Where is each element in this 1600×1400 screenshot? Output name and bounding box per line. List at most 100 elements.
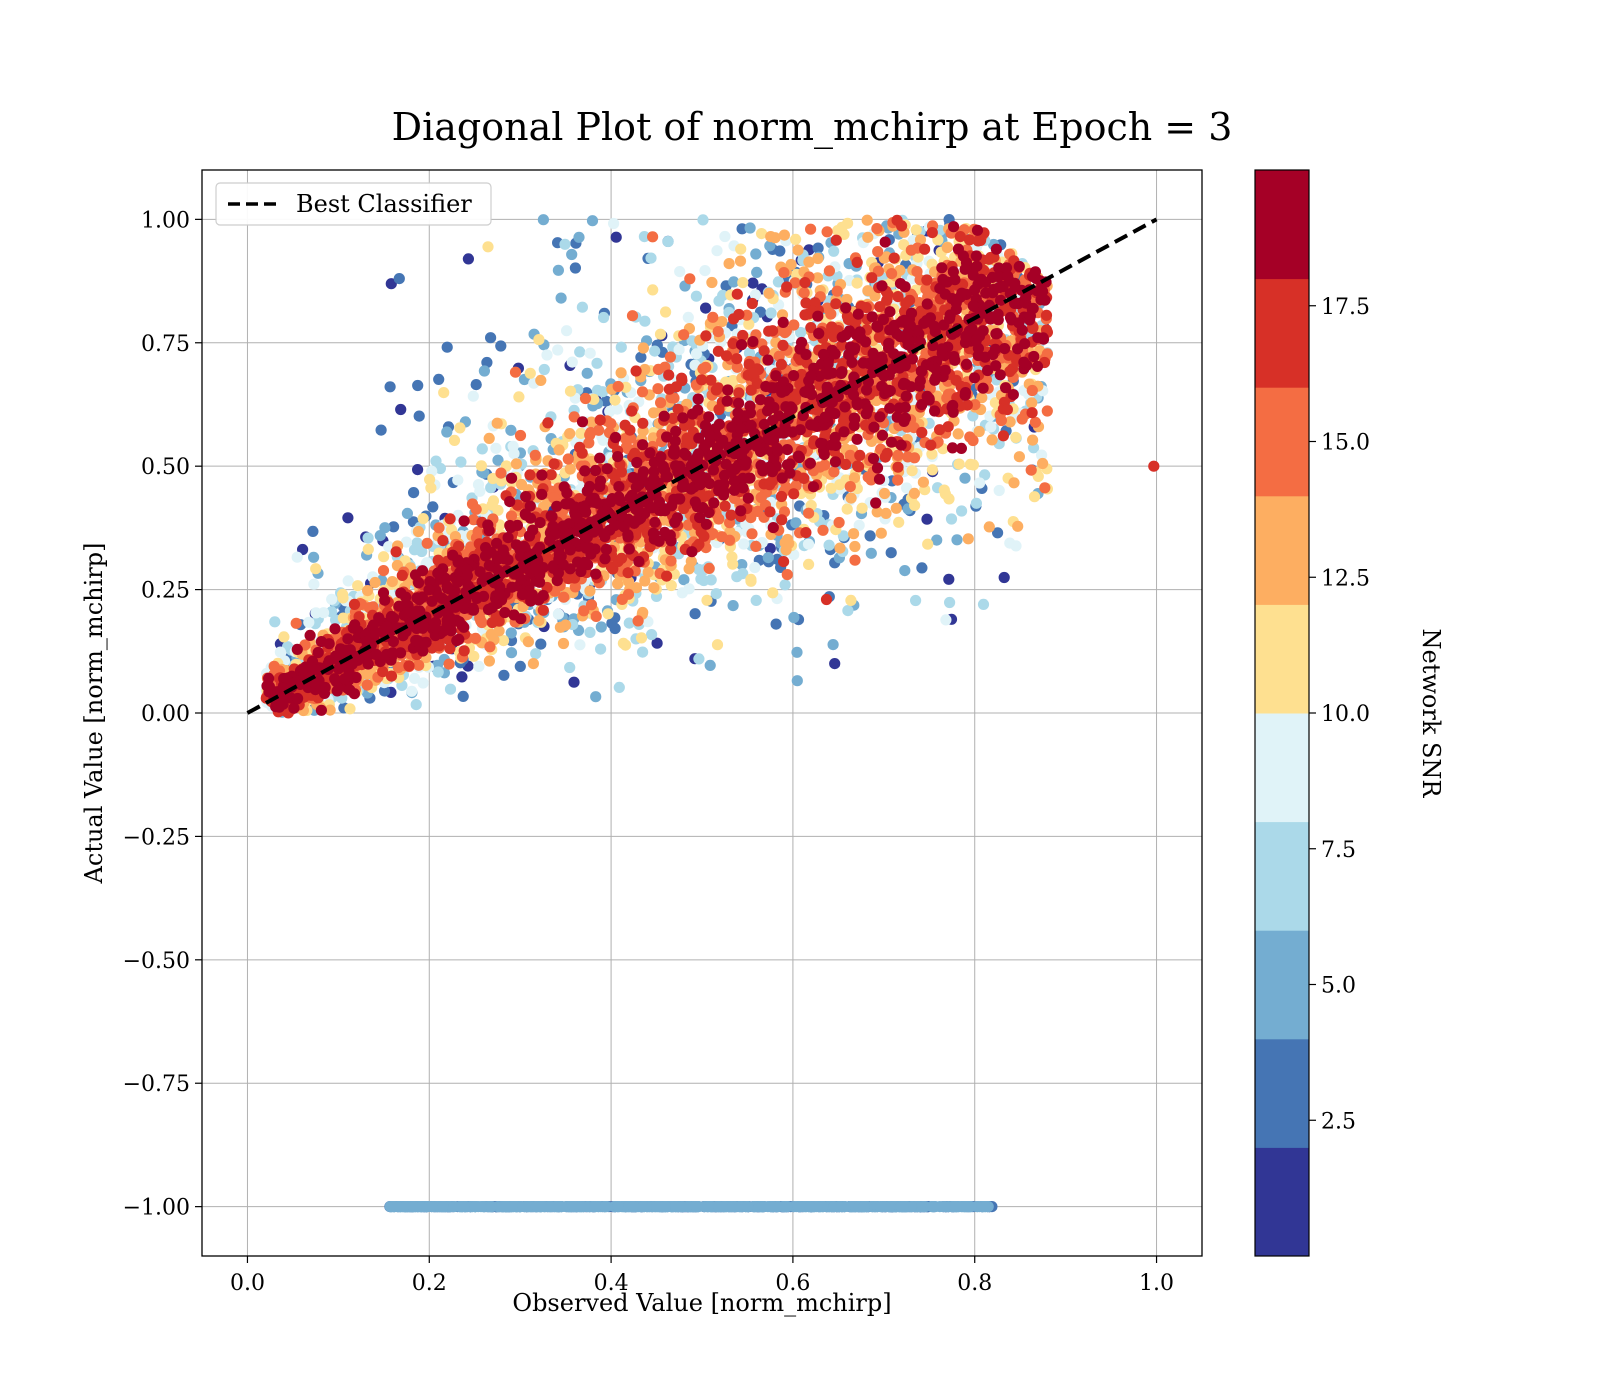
scatter-point bbox=[788, 611, 800, 624]
scatter-point bbox=[828, 1201, 840, 1213]
scatter-point bbox=[791, 646, 803, 658]
scatter-point bbox=[375, 424, 387, 436]
scatter-point bbox=[498, 669, 510, 681]
scatter-point bbox=[637, 646, 649, 658]
scatter-point bbox=[727, 558, 739, 570]
scatter-point bbox=[762, 552, 774, 564]
scatter-point bbox=[537, 214, 550, 226]
scatter-point bbox=[735, 243, 747, 255]
scatter-point bbox=[979, 1201, 991, 1213]
scatter-point bbox=[908, 487, 921, 499]
scatter-point bbox=[421, 537, 433, 549]
scatter-point bbox=[699, 265, 711, 277]
scatter-point bbox=[388, 521, 400, 533]
scatter-point bbox=[758, 1201, 770, 1213]
scatter-point bbox=[871, 506, 883, 518]
scatter-point bbox=[662, 235, 674, 248]
scatter-point bbox=[664, 351, 677, 363]
scatter-point bbox=[352, 580, 364, 592]
scatter-point bbox=[1013, 451, 1025, 463]
scatter-point bbox=[703, 562, 715, 575]
scatter-point bbox=[943, 573, 955, 585]
scatter-point bbox=[441, 341, 453, 353]
scatter-point bbox=[910, 224, 922, 236]
scatter-point bbox=[646, 629, 658, 641]
scatter-point bbox=[702, 1201, 714, 1213]
scatter-point bbox=[425, 482, 437, 494]
scatter-point bbox=[637, 1201, 649, 1213]
scatter-point bbox=[841, 293, 853, 306]
scatter-point bbox=[705, 574, 717, 586]
scatter-point bbox=[424, 473, 436, 486]
scatter-point bbox=[647, 231, 659, 243]
scatter-point bbox=[803, 507, 815, 519]
scatter-point bbox=[750, 594, 762, 607]
scatter-point bbox=[615, 367, 627, 379]
scatter-point bbox=[482, 241, 494, 253]
scatter-point bbox=[401, 507, 413, 519]
scatter-point bbox=[828, 466, 840, 478]
scatter-point bbox=[899, 565, 911, 577]
scatter-point bbox=[713, 1201, 725, 1213]
scatter-point bbox=[513, 391, 525, 403]
scatter-point bbox=[967, 434, 979, 447]
scatter-point bbox=[342, 575, 354, 587]
scatter-point bbox=[880, 507, 892, 519]
scatter-point bbox=[848, 528, 860, 540]
scatter-point bbox=[926, 448, 938, 460]
scatter-point bbox=[1008, 477, 1020, 489]
scatter-point bbox=[533, 334, 545, 346]
scatter-point bbox=[842, 605, 854, 617]
scatter-point bbox=[693, 653, 705, 665]
scatter-point bbox=[853, 519, 865, 531]
scatter-point bbox=[817, 524, 829, 536]
scatter-point bbox=[892, 449, 904, 461]
scatter-point bbox=[576, 301, 589, 313]
scatter-point bbox=[737, 277, 749, 289]
scatter-point bbox=[879, 487, 891, 500]
scatter-point bbox=[635, 351, 647, 363]
scatter-point bbox=[462, 253, 474, 265]
scatter-point bbox=[1004, 416, 1016, 428]
scatter-point bbox=[569, 581, 581, 593]
scatter-point bbox=[890, 502, 902, 514]
scatter-point bbox=[586, 215, 599, 227]
scatter-point bbox=[949, 1201, 961, 1213]
scatter-point bbox=[856, 502, 868, 514]
scatter-point bbox=[585, 416, 598, 428]
scatter-point bbox=[654, 328, 667, 340]
scatter-point bbox=[602, 608, 614, 620]
scatter-point bbox=[584, 347, 596, 359]
scatter-point bbox=[861, 214, 873, 226]
scatter-point bbox=[585, 426, 597, 439]
scatter-point bbox=[941, 242, 953, 254]
scatter-point bbox=[449, 531, 461, 543]
scatter-point bbox=[566, 356, 578, 368]
scatter-point bbox=[484, 641, 496, 653]
scatter-point bbox=[472, 479, 485, 491]
scatter-point bbox=[665, 579, 677, 592]
scatter-point bbox=[745, 573, 757, 586]
scatter-point bbox=[595, 621, 607, 633]
scatter-point bbox=[581, 367, 593, 379]
scatter-point bbox=[723, 258, 735, 270]
scatter-point bbox=[612, 1201, 624, 1213]
scatter-point bbox=[731, 361, 743, 373]
scatter-point bbox=[765, 231, 777, 243]
scatter-point bbox=[781, 569, 793, 581]
scatter-point bbox=[467, 514, 480, 526]
scatter-point bbox=[392, 661, 404, 674]
scatter-point bbox=[964, 458, 977, 470]
scatter-point bbox=[914, 1201, 926, 1213]
scatter-point bbox=[377, 565, 390, 577]
scatter-point bbox=[833, 516, 845, 529]
scatter-point bbox=[490, 442, 502, 454]
scatter-point bbox=[307, 525, 319, 538]
scatter-point bbox=[478, 365, 490, 377]
scatter-point bbox=[851, 277, 863, 289]
scatter-point bbox=[274, 646, 286, 658]
scatter-point bbox=[337, 612, 349, 624]
scatter-point bbox=[812, 252, 824, 265]
scatter-point bbox=[690, 290, 703, 302]
scatter-point bbox=[962, 533, 974, 545]
